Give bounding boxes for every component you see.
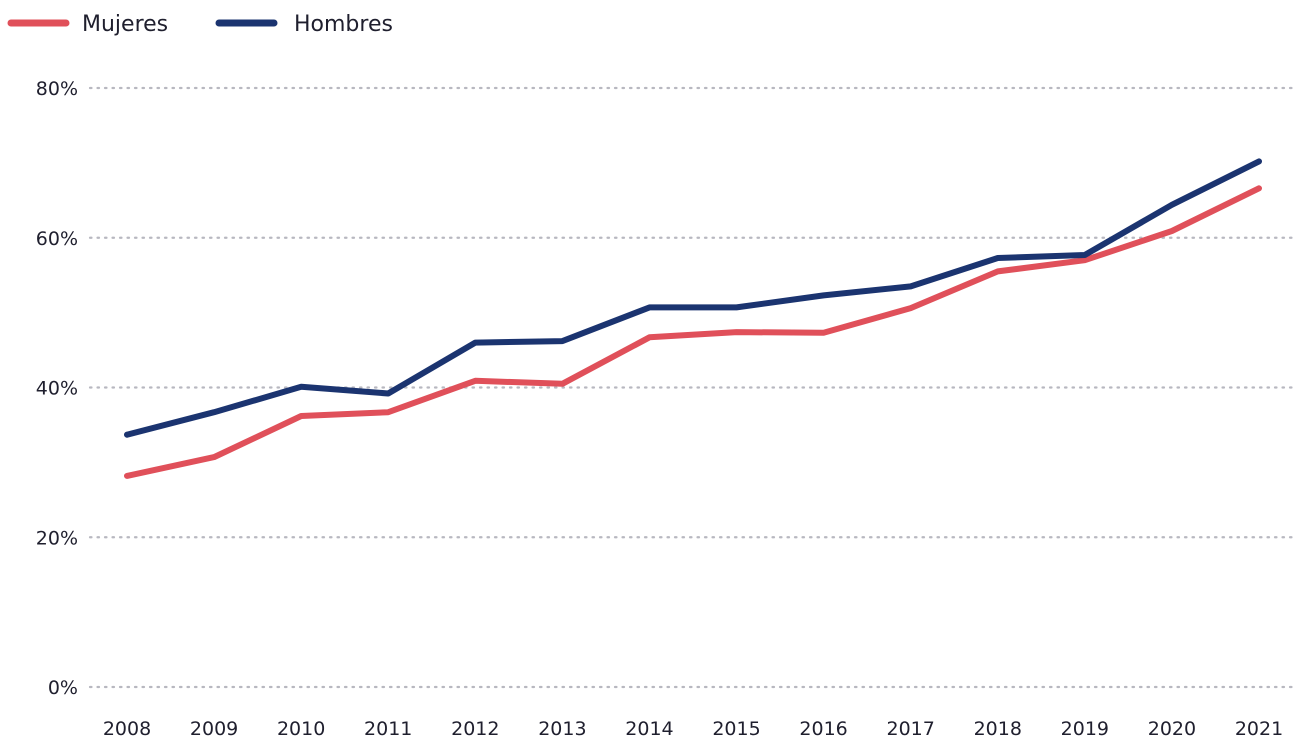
- x-tick-label: 2013: [538, 718, 586, 740]
- x-axis-ticks: 2008 2009 2010 2011 2012 2013 2014 2015 2016 2017…: [103, 718, 1283, 740]
- x-tick-label: 2014: [625, 718, 673, 740]
- x-tick-label: 2009: [190, 718, 238, 740]
- series-line-mujeres: [124, 185, 1262, 479]
- x-tick-label: 2011: [364, 718, 412, 740]
- grid-layer: [88, 86, 1298, 689]
- x-tick-label: 2021: [1235, 718, 1283, 740]
- x-tick-label: 2016: [799, 718, 847, 740]
- y-tick-label: 20%: [36, 527, 78, 549]
- legend-label-mujeres: Mujeres: [82, 12, 168, 37]
- series-line-hombres: [124, 158, 1262, 438]
- legend: Mujeres Hombres: [7, 12, 393, 37]
- x-tick-label: 2017: [887, 718, 935, 740]
- y-tick-label: 80%: [36, 78, 78, 100]
- x-tick-label: 2008: [103, 718, 151, 740]
- x-tick-label: 2015: [712, 718, 760, 740]
- x-tick-label: 2019: [1061, 718, 1109, 740]
- x-tick-label: 2010: [277, 718, 325, 740]
- legend-label-hombres: Hombres: [294, 12, 393, 37]
- y-tick-label: 40%: [36, 378, 78, 400]
- x-tick-label: 2012: [451, 718, 499, 740]
- y-axis-ticks: 0% 20% 40% 60% 80%: [36, 78, 78, 699]
- y-tick-label: 0%: [48, 677, 78, 699]
- x-tick-label: 2018: [974, 718, 1022, 740]
- y-tick-label: 60%: [36, 228, 78, 250]
- x-tick-label: 2020: [1148, 718, 1196, 740]
- series-layer: [124, 158, 1262, 479]
